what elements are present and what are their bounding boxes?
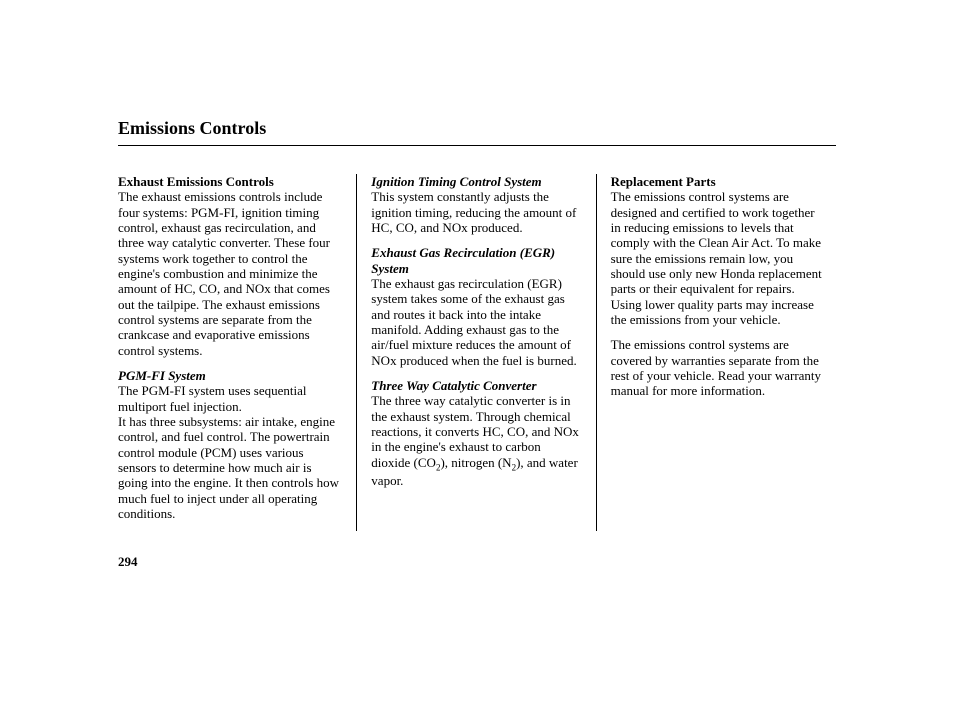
section-pgmfi: PGM-FI System The PGM-FI system uses seq… xyxy=(118,368,342,521)
text-columns: Exhaust Emissions Controls The exhaust e… xyxy=(118,174,836,531)
body-text: The emissions control systems are design… xyxy=(611,189,822,327)
body-text: This system constantly adjusts the ignit… xyxy=(371,189,576,235)
body-text: The three way catalytic converter is in … xyxy=(371,393,579,488)
column-1: Exhaust Emissions Controls The exhaust e… xyxy=(118,174,357,531)
section-warranty: The emissions control systems are covere… xyxy=(611,337,822,398)
heading-ignition-timing: Ignition Timing Control System xyxy=(371,174,541,189)
heading-pgmfi: PGM-FI System xyxy=(118,368,206,383)
body-text: The PGM-FI system uses sequential multip… xyxy=(118,383,306,413)
page-title: Emissions Controls xyxy=(118,118,836,146)
section-exhaust-emissions: Exhaust Emissions Controls The exhaust e… xyxy=(118,174,342,358)
section-catalytic: Three Way Catalytic Converter The three … xyxy=(371,378,581,488)
heading-egr: Exhaust Gas Recirculation (EGR) System xyxy=(371,245,555,275)
body-text: It has three subsystems: air intake, eng… xyxy=(118,414,339,521)
body-text: The exhaust gas recirculation (EGR) syst… xyxy=(371,276,576,368)
body-text: The emissions control systems are covere… xyxy=(611,337,821,398)
column-3: Replacement Parts The emissions control … xyxy=(597,174,836,531)
body-text: The exhaust emissions controls include f… xyxy=(118,189,330,357)
heading-replacement-parts: Replacement Parts xyxy=(611,174,716,189)
document-page: Emissions Controls Exhaust Emissions Con… xyxy=(118,118,836,531)
heading-exhaust-emissions: Exhaust Emissions Controls xyxy=(118,174,274,189)
page-number: 294 xyxy=(118,554,138,570)
section-replacement-parts: Replacement Parts The emissions control … xyxy=(611,174,822,327)
column-2: Ignition Timing Control System This syst… xyxy=(357,174,596,531)
heading-catalytic: Three Way Catalytic Converter xyxy=(371,378,536,393)
section-egr: Exhaust Gas Recirculation (EGR) System T… xyxy=(371,245,581,368)
section-ignition-timing: Ignition Timing Control System This syst… xyxy=(371,174,581,235)
